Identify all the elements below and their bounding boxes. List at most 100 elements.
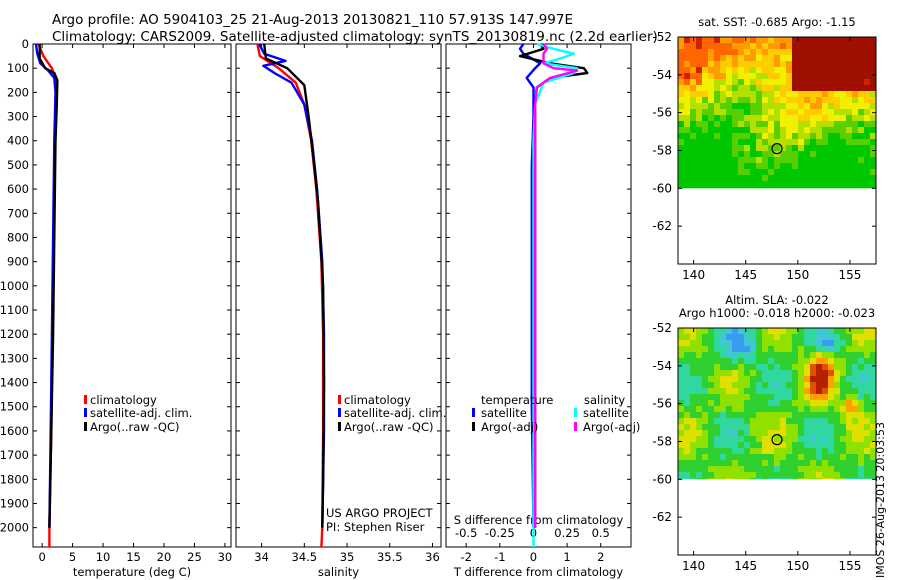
map-cell <box>762 151 768 157</box>
map-cell <box>774 406 780 412</box>
map-cell <box>726 424 732 430</box>
map-cell <box>708 460 714 466</box>
map-cell <box>786 73 792 79</box>
map-cell <box>870 67 876 73</box>
map-cell <box>750 358 756 364</box>
map-cell <box>738 61 744 67</box>
map-cell <box>870 340 876 346</box>
map-cell <box>714 478 720 480</box>
map-cell <box>798 388 804 394</box>
map-cell <box>744 109 750 115</box>
map-cell <box>720 352 726 358</box>
map-cell <box>840 133 846 139</box>
map-cell <box>744 442 750 448</box>
map-cell <box>744 388 750 394</box>
map-cell <box>798 346 804 352</box>
map-cell <box>738 163 744 169</box>
map-cell <box>846 346 852 352</box>
map-cell <box>744 334 750 340</box>
map-cell <box>822 79 828 85</box>
x-tick-label: 34 <box>254 550 269 564</box>
map-cell <box>678 97 684 103</box>
map-cell <box>834 163 840 169</box>
map-cell <box>846 181 852 187</box>
map-cell <box>714 67 720 73</box>
map-cell <box>678 388 684 394</box>
map-cell <box>792 139 798 145</box>
map-cell <box>762 436 768 442</box>
map-cell <box>756 388 762 394</box>
map-cell <box>768 121 774 127</box>
map-cell <box>756 364 762 370</box>
map-cell <box>864 121 870 127</box>
map-cell <box>822 394 828 400</box>
map-cell <box>768 454 774 460</box>
map-cell <box>834 406 840 412</box>
map-cell <box>684 139 690 145</box>
map-cell <box>744 145 750 151</box>
map-cell <box>690 418 696 424</box>
map-cell <box>852 91 858 97</box>
map-cell <box>786 157 792 163</box>
map-cell <box>840 37 846 43</box>
map-cell <box>822 472 828 478</box>
map-cell <box>750 181 756 187</box>
x-tick-label: 15 <box>126 550 141 564</box>
map-cell <box>750 466 756 472</box>
map-cell <box>804 91 810 97</box>
map-cell <box>804 49 810 55</box>
map-cell <box>780 376 786 382</box>
map-cell <box>864 61 870 67</box>
map-cell <box>840 424 846 430</box>
map-cell <box>714 412 720 418</box>
map-cell <box>864 346 870 352</box>
map-cell <box>864 133 870 139</box>
map-cell <box>762 127 768 133</box>
map-cell <box>756 394 762 400</box>
map-cell <box>678 370 684 376</box>
map-cell <box>774 163 780 169</box>
map-cell <box>744 400 750 406</box>
map-cell <box>738 412 744 418</box>
map-cell <box>768 97 774 103</box>
map-cell <box>726 43 732 49</box>
map-cell <box>678 133 684 139</box>
y-tick-label: -58 <box>652 144 672 158</box>
map-cell <box>840 472 846 478</box>
map-cell <box>750 103 756 109</box>
map-cell <box>702 127 708 133</box>
map-cell <box>726 175 732 181</box>
map-cell <box>678 478 684 480</box>
map-cell <box>858 376 864 382</box>
map-cell <box>678 181 684 187</box>
map-cell <box>834 334 840 340</box>
map-cell <box>840 151 846 157</box>
map-cell <box>768 412 774 418</box>
map-cell <box>714 352 720 358</box>
map-cell <box>780 448 786 454</box>
legend-label: satellite-adj. clim. <box>344 406 446 420</box>
map-cell <box>846 79 852 85</box>
map-cell <box>690 67 696 73</box>
map-cell <box>840 334 846 340</box>
map-cell <box>816 85 822 91</box>
map-cell <box>822 406 828 412</box>
map-cell <box>732 358 738 364</box>
map-cell <box>780 436 786 442</box>
map-cell <box>840 127 846 133</box>
map-cell <box>720 85 726 91</box>
map-cell <box>738 181 744 187</box>
map-cell <box>750 85 756 91</box>
map-cell <box>840 382 846 388</box>
map-cell <box>732 73 738 79</box>
map-cell <box>708 169 714 175</box>
map-cell <box>816 352 822 358</box>
map-cell <box>846 49 852 55</box>
map-cell <box>780 61 786 67</box>
map-cell <box>846 370 852 376</box>
legend-swatch-satellite <box>338 408 341 417</box>
map-cell <box>846 358 852 364</box>
map-cell <box>858 370 864 376</box>
map-cell <box>864 157 870 163</box>
map-cell <box>828 370 834 376</box>
